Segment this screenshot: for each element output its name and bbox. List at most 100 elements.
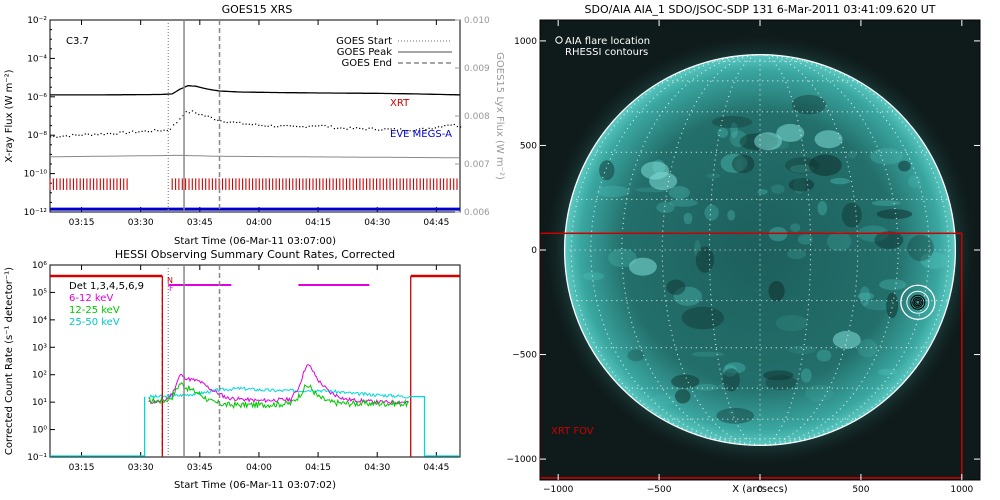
goes-short-point xyxy=(286,124,288,127)
aia-bright-patch xyxy=(817,201,828,216)
aia-dark-patch xyxy=(716,407,755,424)
goes-x-tick-label: 03:45 xyxy=(187,218,213,228)
goes-xrt-coverage xyxy=(49,178,458,190)
goes-short-point xyxy=(283,125,285,127)
hessi-x-tick-label: 04:00 xyxy=(246,463,272,473)
goes-y-tick-label: 10⁻⁸ xyxy=(27,131,47,141)
aia-bright-patch xyxy=(723,364,737,377)
goes-short-point xyxy=(349,126,351,128)
goes-short-point xyxy=(204,115,206,117)
aia-dark-patch xyxy=(886,292,899,319)
hessi-plot-frame xyxy=(49,264,461,458)
aia-bright-patch xyxy=(787,249,807,260)
goes-short-point xyxy=(374,129,376,131)
goes-short-point xyxy=(78,134,80,136)
aia-bright-patch xyxy=(826,231,852,251)
aia-dark-patch xyxy=(768,280,785,302)
aia-bright-patch xyxy=(724,362,746,374)
aia-title: SDO/AIA AIA_1 SDO/JSOC-SDP 131 6-Mar-201… xyxy=(585,3,936,16)
goes-short-point xyxy=(412,130,414,132)
aia-bright-patch xyxy=(673,286,703,306)
goes-short-point xyxy=(387,128,389,130)
aia-active-region xyxy=(628,257,657,276)
aia-bright-patch xyxy=(720,153,748,173)
aia-dark-patch xyxy=(681,306,725,330)
hessi-xlabel: Start Time (06-Mar-11 03:07:02) xyxy=(174,480,336,491)
goes-y-tick-label: 10⁻⁴ xyxy=(27,54,47,64)
goes-short-point xyxy=(365,129,367,131)
goes-short-point xyxy=(106,132,108,135)
aia-bright-patch xyxy=(879,279,907,291)
hessi-y-tick-label: 10⁶ xyxy=(32,261,47,271)
goes-short-point xyxy=(337,127,339,129)
aia-dark-patch xyxy=(765,375,798,391)
aia-grid-line xyxy=(708,54,761,446)
aia-flare-location-circle xyxy=(900,284,936,320)
aia-dark-patch xyxy=(627,349,645,362)
goes-short-point xyxy=(292,125,294,127)
goes-short-point xyxy=(264,125,266,127)
goes-right-y-tick-label: 0.010 xyxy=(464,16,490,26)
aia-bright-patch xyxy=(797,234,813,245)
aia-bright-patch xyxy=(775,314,808,332)
goes-label-eve: EVE MEGS-A xyxy=(390,129,452,140)
goes-short-point xyxy=(125,132,127,135)
aia-bright-patch xyxy=(668,186,690,200)
goes-short-point xyxy=(311,125,313,127)
goes-y-tick-label: 10⁻² xyxy=(27,16,47,26)
aia-x-tick-label: 0 xyxy=(757,485,763,495)
aia-dark-patch xyxy=(791,94,827,115)
hessi-12-25-series xyxy=(148,382,409,410)
aia-bright-patch xyxy=(582,272,605,281)
hessi-x-tick-label: 03:30 xyxy=(128,463,154,473)
aia-bright-patch xyxy=(652,394,679,406)
goes-short-point xyxy=(119,131,121,133)
aia-bright-patch xyxy=(878,368,898,376)
hessi-flag-f: F xyxy=(169,284,174,293)
goes-short-point xyxy=(333,128,335,130)
goes-short-point xyxy=(122,131,124,133)
goes-short-point xyxy=(371,127,373,129)
goes-short-point xyxy=(198,113,200,116)
goes-panel: GOES15 XRS 10⁻¹² 10⁻¹⁰ 10⁻⁸ 10⁻⁶ 10⁻⁴ 10⁻² 0.… xyxy=(4,3,505,247)
hessi-x-tick-label: 04:15 xyxy=(305,463,331,473)
aia-xlabel: X (arcsecs) xyxy=(732,484,788,495)
goes-short-point xyxy=(154,129,156,131)
aia-dark-patch xyxy=(788,178,815,192)
aia-x-tick-label: −500 xyxy=(647,485,672,495)
aia-y-axis: −1000 −500 0 500 1000 xyxy=(507,37,980,465)
aia-y-tick-label: −1000 xyxy=(507,455,538,465)
aia-bright-patch xyxy=(695,383,718,391)
goes-short-point xyxy=(441,126,443,128)
goes-label-xrt: XRT xyxy=(390,98,410,109)
aia-dark-patch xyxy=(841,202,862,228)
aia-bright-patch xyxy=(683,212,693,225)
aia-bright-patch xyxy=(790,223,801,233)
aia-x-tick-label: 1000 xyxy=(950,485,973,495)
aia-legend-rhessi: RHESSI contours xyxy=(565,47,648,58)
goes-short-point xyxy=(289,125,291,127)
goes-short-point xyxy=(437,126,440,128)
hessi-ylabel: Corrected Count Rate (s⁻¹ detector⁻¹) xyxy=(4,267,15,455)
aia-x-axis: −1000 −500 0 500 1000 xyxy=(543,20,974,495)
aia-dark-patch xyxy=(808,154,842,176)
goes-short-point xyxy=(141,130,143,132)
goes-short-point xyxy=(302,126,304,128)
aia-bright-patch xyxy=(717,384,730,389)
goes-short-point xyxy=(258,124,260,126)
goes-right-y-tick-label: 0.009 xyxy=(464,64,490,74)
goes-short-point xyxy=(150,131,153,133)
goes-short-point xyxy=(245,123,247,125)
goes-short-point xyxy=(160,130,162,132)
goes-short-point xyxy=(314,125,317,127)
goes-short-point xyxy=(261,124,263,127)
goes-short-point xyxy=(232,121,235,123)
aia-bright-patch xyxy=(735,159,744,171)
goes-y-axis: 10⁻¹² 10⁻¹⁰ 10⁻⁸ 10⁻⁶ 10⁻⁴ 10⁻² xyxy=(24,16,55,218)
goes-title: GOES15 XRS xyxy=(222,3,293,16)
goes-short-point xyxy=(113,133,115,135)
goes-short-point xyxy=(381,129,383,131)
aia-bright-patch xyxy=(704,204,719,221)
aia-dark-patch xyxy=(674,389,691,404)
goes-series xyxy=(49,85,462,211)
